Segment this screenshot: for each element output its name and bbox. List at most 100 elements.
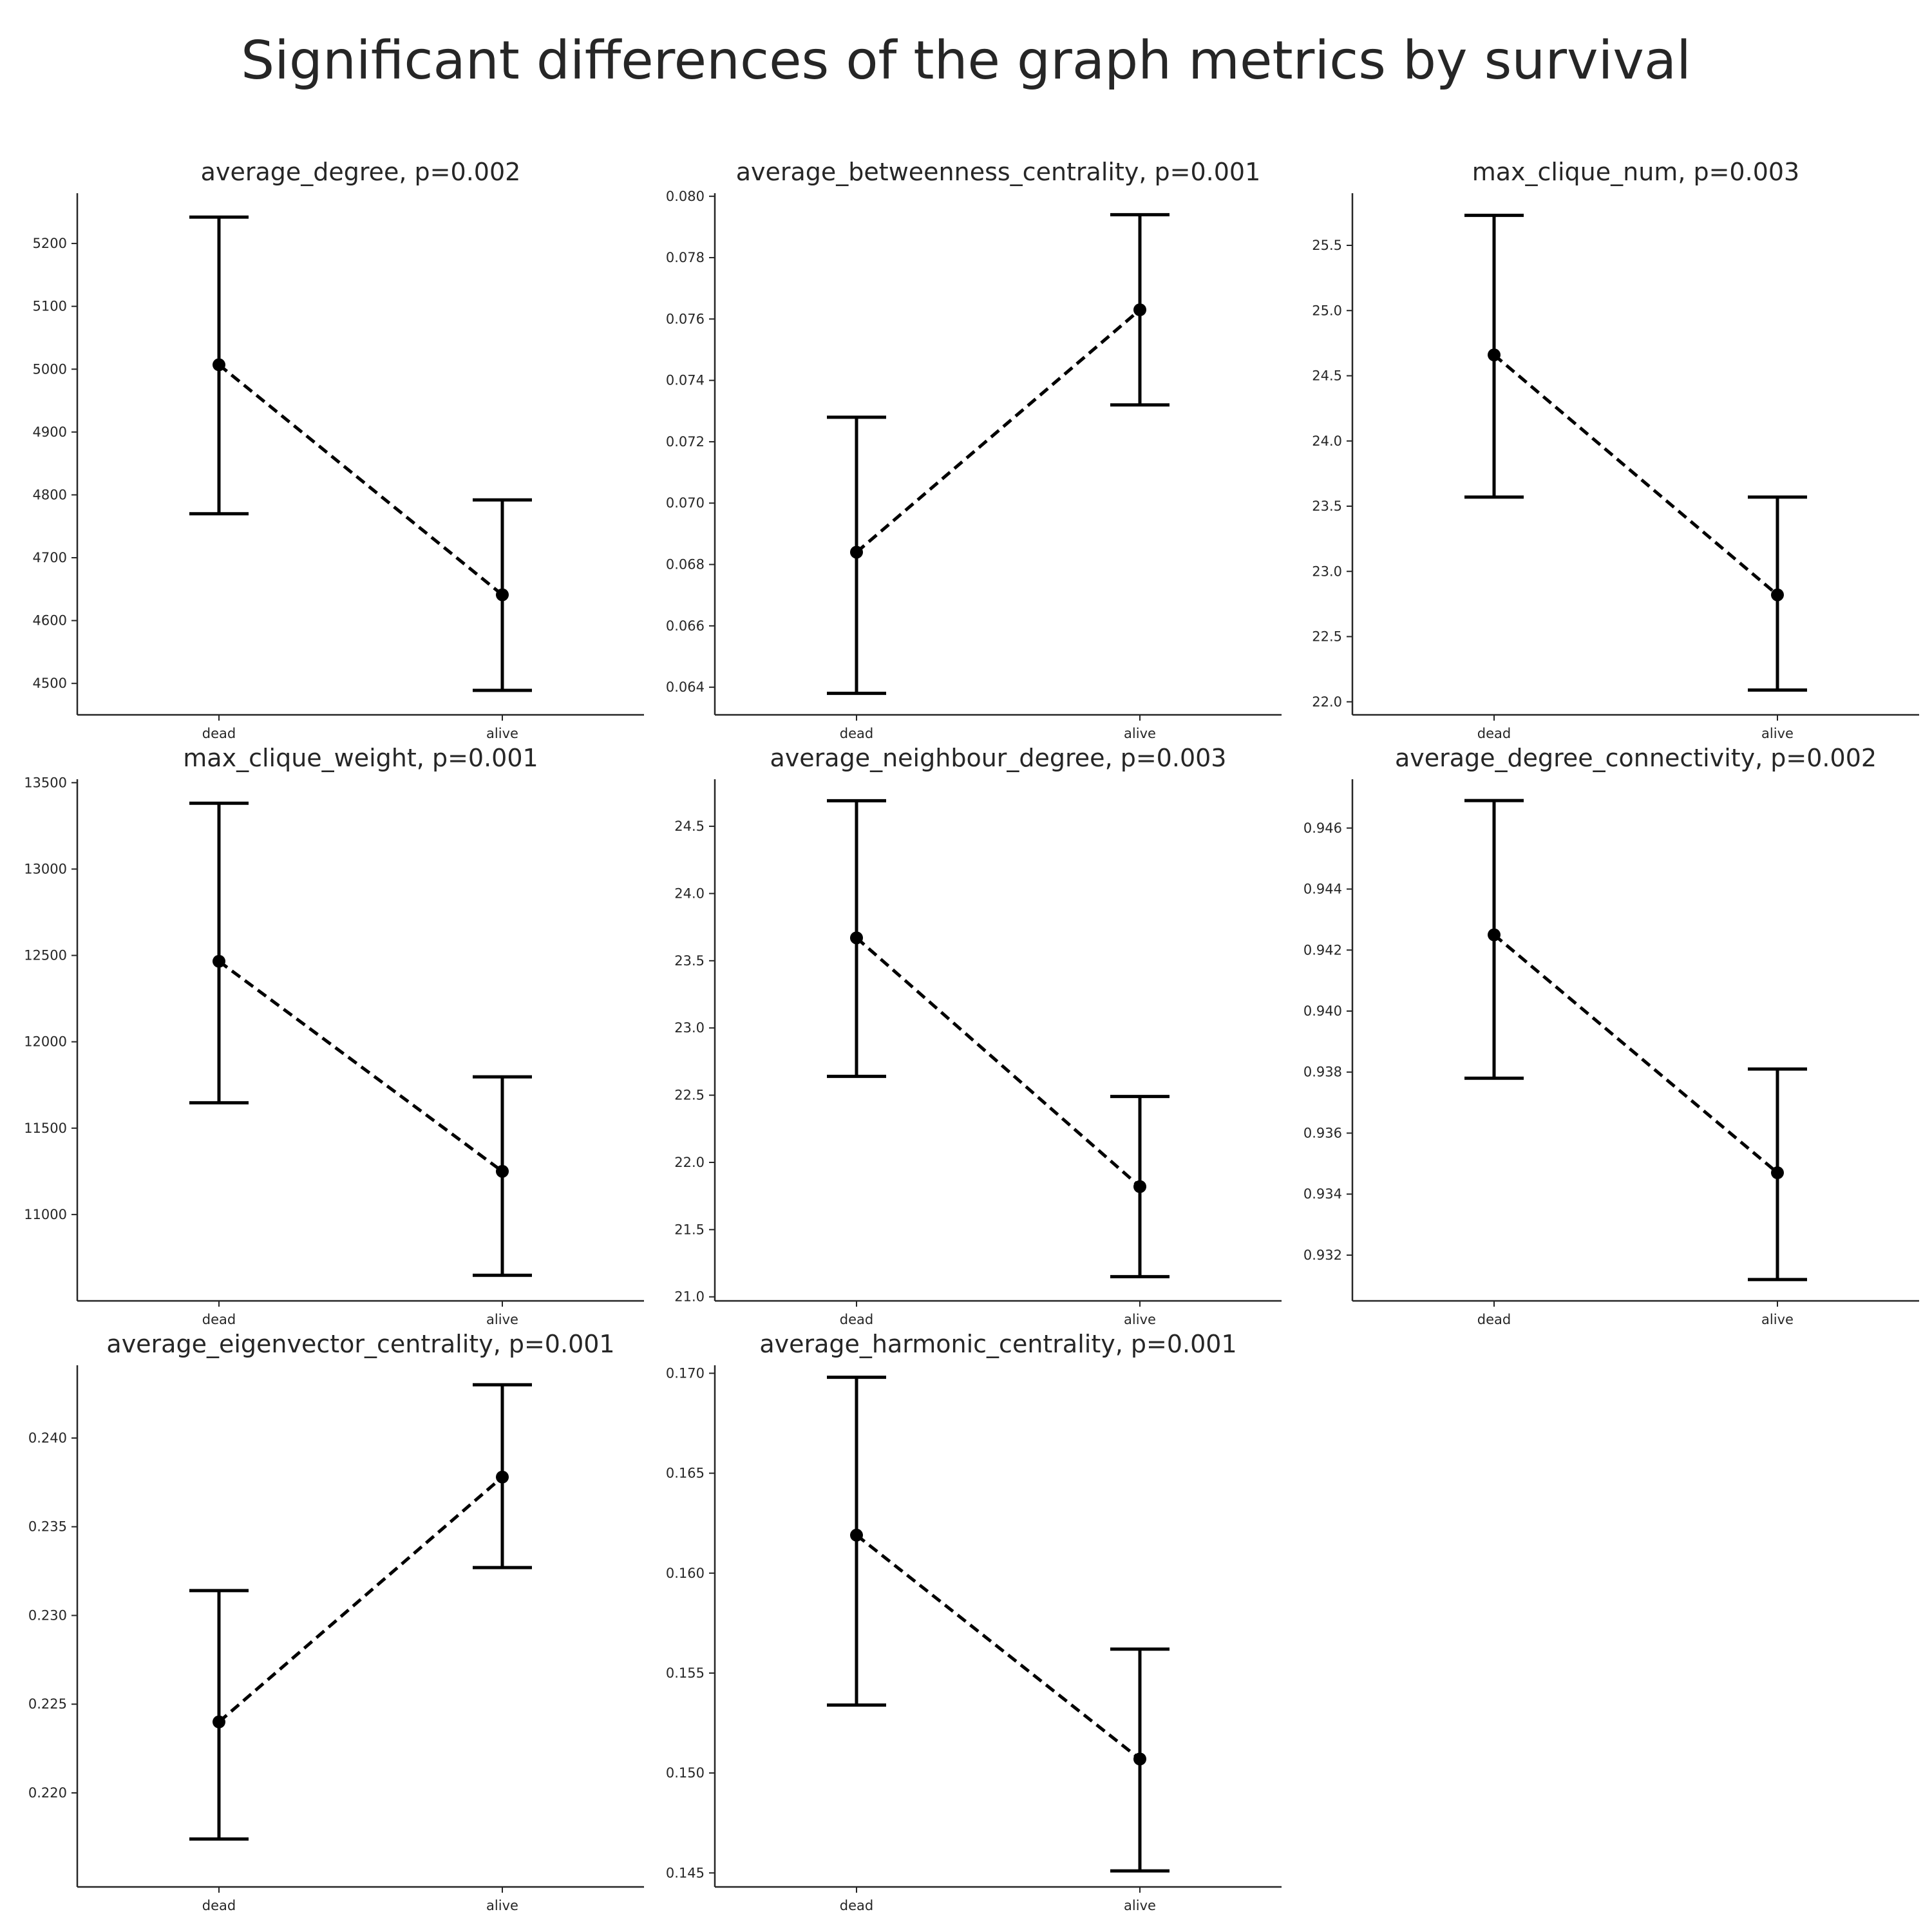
y-tick-label: 13500 [24,775,67,790]
subplot-6: average_degree_connectivity, p=0.002 0.93… [1303,744,1919,1327]
y-tick-label: 0.145 [666,1865,705,1880]
y-tick-label: 0.934 [1303,1186,1342,1202]
y-tick-label: 0.944 [1303,882,1342,897]
y-tick-label: 11000 [24,1207,67,1222]
y-tick-label: 22.0 [674,1155,705,1170]
mean-connector-line [1493,354,1779,596]
y-tick-label: 25.5 [1312,238,1342,253]
x-tick-label: dead [1477,1312,1511,1327]
subplot-3: max_clique_num, p=0.003 22.0 22.5 23.0 23.5 2… [1312,158,1919,741]
y-tick-label: 0.074 [666,373,705,388]
x-tick-label: alive [1761,726,1794,741]
mean-point-alive [496,1164,509,1178]
mean-connector-line [855,936,1141,1188]
y-tick-label: 4500 [33,676,67,691]
y-tick-label: 0.932 [1303,1247,1342,1263]
y-tick-label: 0.936 [1303,1125,1342,1141]
y-tick-label: 22.5 [674,1088,705,1103]
y-tick-label: 0.220 [28,1785,67,1801]
subplot-5: average_neighbour_degree, p=0.003 21.0 21.… [674,744,1282,1327]
y-tick-label: 21.5 [674,1222,705,1237]
y-tick-label: 0.230 [28,1607,67,1623]
subplot-7: average_eigenvector_centrality, p=0.001 0… [28,1330,644,1913]
y-tick-label: 24.0 [1312,433,1342,449]
mean-connector-line [218,363,504,596]
mean-point-alive [1133,303,1146,317]
y-tick-label: 23.5 [1312,498,1342,514]
y-tick-label: 11500 [24,1121,67,1136]
subplot-title: average_harmonic_centrality, p=0.001 [759,1330,1236,1358]
x-tick-label: dead [1477,726,1511,741]
y-tick-label: 0.240 [28,1430,67,1446]
y-tick-label: 12500 [24,948,67,963]
mean-point-dead [213,358,225,372]
y-tick-label: 0.225 [28,1696,67,1712]
figure-title: Significant differences of the graph met… [241,30,1691,91]
mean-point-dead [850,931,863,945]
y-tick-label: 0.150 [666,1765,705,1781]
mean-point-dead [1488,348,1501,362]
y-tick-label: 0.946 [1303,820,1342,836]
y-tick-label: 0.076 [666,311,705,327]
y-tick-label: 0.070 [666,495,705,511]
y-tick-label: 22.0 [1312,694,1342,710]
y-tick-label: 0.938 [1303,1065,1342,1080]
x-tick-label: dead [840,1312,873,1327]
x-tick-label: alive [1761,1312,1794,1327]
mean-connector-line [855,1533,1141,1761]
x-tick-label: alive [1124,726,1156,741]
mean-point-alive [1133,1180,1146,1193]
y-tick-label: 5200 [33,236,67,251]
mean-point-dead [1488,928,1501,942]
y-tick-label: 4700 [33,550,67,565]
subplot-title: average_betweenness_centrality, p=0.001 [736,158,1261,186]
subplot-title: average_degree_connectivity, p=0.002 [1395,744,1877,772]
x-tick-label: alive [486,1898,518,1913]
x-tick-label: dead [840,1898,873,1913]
x-tick-label: alive [1124,1898,1156,1913]
y-tick-label: 0.165 [666,1466,705,1481]
y-tick-label: 0.235 [28,1519,67,1535]
y-tick-label: 13000 [24,861,67,876]
mean-point-alive [496,1470,509,1484]
y-tick-label: 0.066 [666,618,705,634]
y-tick-label: 0.064 [666,679,705,695]
mean-point-alive [1771,1166,1784,1180]
y-tick-label: 23.0 [674,1020,705,1036]
subplot-title: average_neighbour_degree, p=0.003 [770,744,1227,772]
y-tick-label: 0.170 [666,1365,705,1381]
x-tick-label: dead [202,1898,236,1913]
mean-point-alive [1771,588,1784,601]
subplot-title: average_degree, p=0.002 [201,158,521,186]
subplot-4: max_clique_weight, p=0.001 11000 11500 1200… [24,744,644,1327]
mean-point-dead [213,1715,225,1728]
y-tick-label: 24.5 [1312,368,1342,384]
y-tick-label: 23.5 [674,953,705,969]
y-tick-label: 0.072 [666,434,705,450]
mean-connector-line [1493,933,1779,1174]
y-tick-label: 0.068 [666,557,705,573]
x-tick-label: dead [202,726,236,741]
x-tick-label: dead [202,1312,236,1327]
y-tick-label: 4600 [33,613,67,629]
mean-connector-line [218,1475,504,1723]
subplot-title: average_eigenvector_centrality, p=0.001 [106,1330,614,1358]
mean-connector-line [855,308,1141,554]
y-tick-label: 24.0 [674,886,705,901]
y-tick-label: 4900 [33,424,67,440]
subplot-2: average_betweenness_centrality, p=0.001 0… [666,158,1282,741]
mean-point-alive [496,588,509,601]
y-tick-label: 0.942 [1303,942,1342,958]
y-tick-label: 22.5 [1312,629,1342,645]
mean-point-dead [850,1528,863,1542]
y-tick-label: 12000 [24,1034,67,1050]
y-tick-label: 25.0 [1312,303,1342,318]
y-tick-label: 21.0 [674,1289,705,1305]
x-tick-label: alive [486,726,518,741]
mean-point-alive [1133,1752,1146,1766]
mean-point-dead [850,545,863,559]
subplot-8: average_harmonic_centrality, p=0.001 0.14… [666,1330,1282,1913]
x-tick-label: alive [1124,1312,1156,1327]
y-tick-label: 23.0 [1312,564,1342,579]
